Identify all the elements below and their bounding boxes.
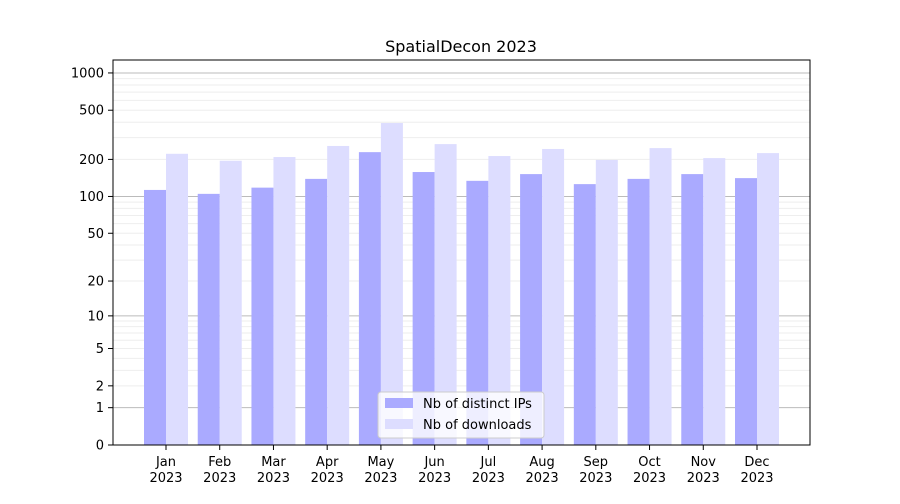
y-tick-label: 100 xyxy=(79,190,104,205)
y-tick-label: 20 xyxy=(87,275,104,290)
bar-distinct-ips xyxy=(681,174,704,445)
bar-distinct-ips xyxy=(305,178,328,445)
bar-distinct-ips xyxy=(251,187,274,445)
bar-distinct-ips xyxy=(520,174,543,445)
y-tick-label: 1000 xyxy=(71,66,104,81)
bar-downloads xyxy=(273,157,296,445)
x-tick-label: Nov 2023 xyxy=(687,455,720,486)
x-tick-label: Jul 2023 xyxy=(472,455,505,486)
legend-swatch-downloads xyxy=(385,419,413,429)
bar-downloads xyxy=(327,145,350,445)
x-tick-label: Sep 2023 xyxy=(579,455,612,486)
y-tick-label: 50 xyxy=(87,227,104,242)
x-tick-label: Jun 2023 xyxy=(418,455,451,486)
y-tick-label: 5 xyxy=(96,342,104,357)
bar-downloads xyxy=(380,123,403,445)
bar-downloads xyxy=(219,160,242,445)
legend-label-downloads: Nb of downloads xyxy=(423,418,532,433)
x-tick-label: Jan 2023 xyxy=(149,455,182,486)
x-tick-label: May 2023 xyxy=(364,455,397,486)
y-tick-label: 10 xyxy=(87,309,104,324)
bar-downloads xyxy=(649,148,672,445)
bar-downloads xyxy=(595,159,618,446)
bar-distinct-ips xyxy=(412,172,435,445)
bar-downloads xyxy=(757,153,779,445)
bar-distinct-ips xyxy=(197,193,220,445)
x-tick-label: Oct 2023 xyxy=(633,455,666,486)
bar-distinct-ips xyxy=(466,180,489,445)
bar-downloads xyxy=(488,156,511,445)
legend: Nb of distinct IPs Nb of downloads xyxy=(377,391,545,439)
bar-distinct-ips xyxy=(735,178,757,445)
y-tick-label: 0 xyxy=(96,439,104,454)
bar-downloads xyxy=(166,153,188,446)
bar-distinct-ips xyxy=(627,178,650,445)
chart-title: SpatialDecon 2023 xyxy=(385,37,537,56)
legend-swatch-ips xyxy=(385,398,413,408)
bar-downloads xyxy=(542,148,565,445)
bar-downloads xyxy=(434,144,457,445)
x-tick-label: Dec 2023 xyxy=(740,455,773,486)
y-tick-label: 1 xyxy=(96,401,104,416)
bar-distinct-ips xyxy=(573,184,596,445)
x-tick-label: Feb 2023 xyxy=(203,455,236,486)
plot-frame xyxy=(112,59,811,446)
legend-label-ips: Nb of distinct IPs xyxy=(423,397,532,412)
x-tick-label: Apr 2023 xyxy=(311,455,344,486)
y-tick-label: 500 xyxy=(79,104,104,119)
y-tick-label: 2 xyxy=(96,379,104,394)
x-tick-label: Aug 2023 xyxy=(526,455,559,486)
bar-distinct-ips xyxy=(144,189,166,445)
bar-downloads xyxy=(703,158,726,446)
y-tick-label: 200 xyxy=(79,153,104,168)
x-tick-label: Mar 2023 xyxy=(257,455,290,486)
bar-distinct-ips xyxy=(358,152,381,445)
